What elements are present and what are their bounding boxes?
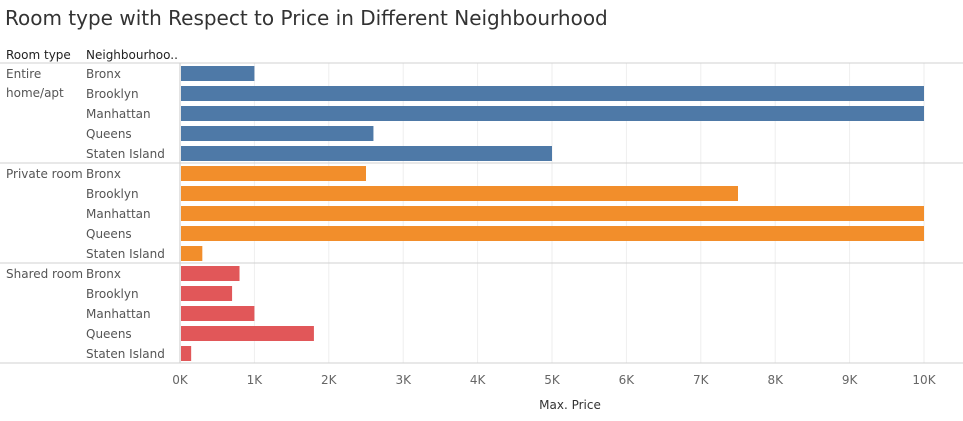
category-label: Brooklyn [86, 87, 139, 101]
x-tick-label: 5K [544, 373, 561, 387]
header-room-type: Room type [6, 48, 71, 62]
category-label: Bronx [86, 267, 121, 281]
bar [181, 66, 255, 81]
category-label: Manhattan [86, 307, 151, 321]
group-label: Shared room [6, 267, 83, 281]
bar [181, 126, 374, 141]
category-label: Manhattan [86, 207, 151, 221]
bar [181, 326, 314, 341]
category-label: Staten Island [86, 347, 165, 361]
x-tick-label: 0K [172, 373, 189, 387]
group-label: Private room [6, 167, 83, 181]
category-label: Queens [86, 327, 132, 341]
x-tick-label: 1K [247, 373, 264, 387]
bar [181, 106, 924, 121]
category-label: Staten Island [86, 247, 165, 261]
category-label: Bronx [86, 67, 121, 81]
bar [181, 186, 738, 201]
x-axis-title: Max. Price [539, 398, 601, 412]
x-tick-label: 3K [395, 373, 412, 387]
bars-layer [181, 66, 924, 361]
bar [181, 306, 255, 321]
bar [181, 286, 233, 301]
bar [181, 146, 552, 161]
bar [181, 266, 240, 281]
bar [181, 166, 366, 181]
group-label: home/apt [6, 86, 64, 100]
category-label: Staten Island [86, 147, 165, 161]
x-tick-label: 9K [842, 373, 859, 387]
x-tick-label: 4K [470, 373, 487, 387]
bar [181, 206, 924, 221]
bar [181, 346, 192, 361]
category-label: Manhattan [86, 107, 151, 121]
x-tick-label: 10K [912, 373, 936, 387]
bar [181, 86, 924, 101]
x-tick-label: 2K [321, 373, 338, 387]
x-tick-label: 6K [619, 373, 636, 387]
category-label: Queens [86, 127, 132, 141]
header-neighbourhood: Neighbourhoo.. [86, 48, 178, 62]
labels-layer: Entire home/apt Bronx Brooklyn Manhattan Quee… [6, 67, 165, 361]
bar [181, 246, 203, 261]
category-label: Brooklyn [86, 287, 139, 301]
category-label: Bronx [86, 167, 121, 181]
chart-title: Room type with Respect to Price in Diffe… [5, 6, 608, 30]
bar [181, 226, 924, 241]
group-label: Entire [6, 67, 41, 81]
x-axis-ticks: 0K 1K 2K 3K 4K 5K 6K 7K 8K 9K 10K [172, 373, 936, 387]
category-label: Queens [86, 227, 132, 241]
x-tick-label: 7K [693, 373, 710, 387]
x-tick-label: 8K [767, 373, 784, 387]
category-label: Brooklyn [86, 187, 139, 201]
